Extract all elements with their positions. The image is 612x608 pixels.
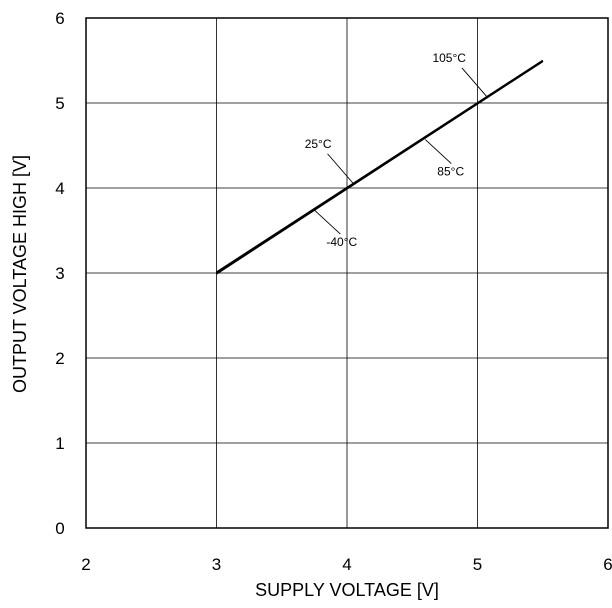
- y-axis-title: OUTPUT VOLTAGE HIGH [V]: [10, 155, 30, 393]
- x-tick-label: 3: [212, 555, 221, 574]
- annotation-label: 105°C: [432, 51, 466, 65]
- x-axis-ticks: 2 3 4 5 6: [81, 555, 612, 574]
- series-layer: [216, 59, 544, 275]
- x-tick-label: 6: [603, 555, 612, 574]
- y-tick-label: 5: [55, 94, 64, 113]
- annotation-leader-line: [461, 67, 489, 99]
- y-axis-ticks: 0 1 2 3 4 5 6: [55, 9, 64, 538]
- annotation-leader-line: [424, 139, 452, 164]
- annotation-label: 25°C: [305, 137, 332, 151]
- annotation-label: -40°C: [326, 235, 357, 249]
- y-tick-label: 3: [55, 264, 64, 283]
- plot-frame: [85, 17, 609, 529]
- y-tick-label: 0: [55, 519, 64, 538]
- y-tick-label: 1: [55, 434, 64, 453]
- y-tick-label: 4: [55, 179, 64, 198]
- x-tick-label: 2: [81, 555, 90, 574]
- annotation-label: 85°C: [437, 165, 464, 179]
- series-line: [216, 59, 544, 273]
- x-tick-label: 5: [473, 555, 482, 574]
- y-tick-label: 6: [55, 9, 64, 28]
- annotations: 105°C 25°C 85°C -40°C: [305, 51, 489, 249]
- annotation-leader-line: [327, 153, 354, 185]
- y-tick-label: 2: [55, 349, 64, 368]
- annotation-leader-line: [314, 209, 341, 235]
- x-axis-title: SUPPLY VOLTAGE [V]: [255, 580, 439, 600]
- x-tick-label: 4: [342, 555, 351, 574]
